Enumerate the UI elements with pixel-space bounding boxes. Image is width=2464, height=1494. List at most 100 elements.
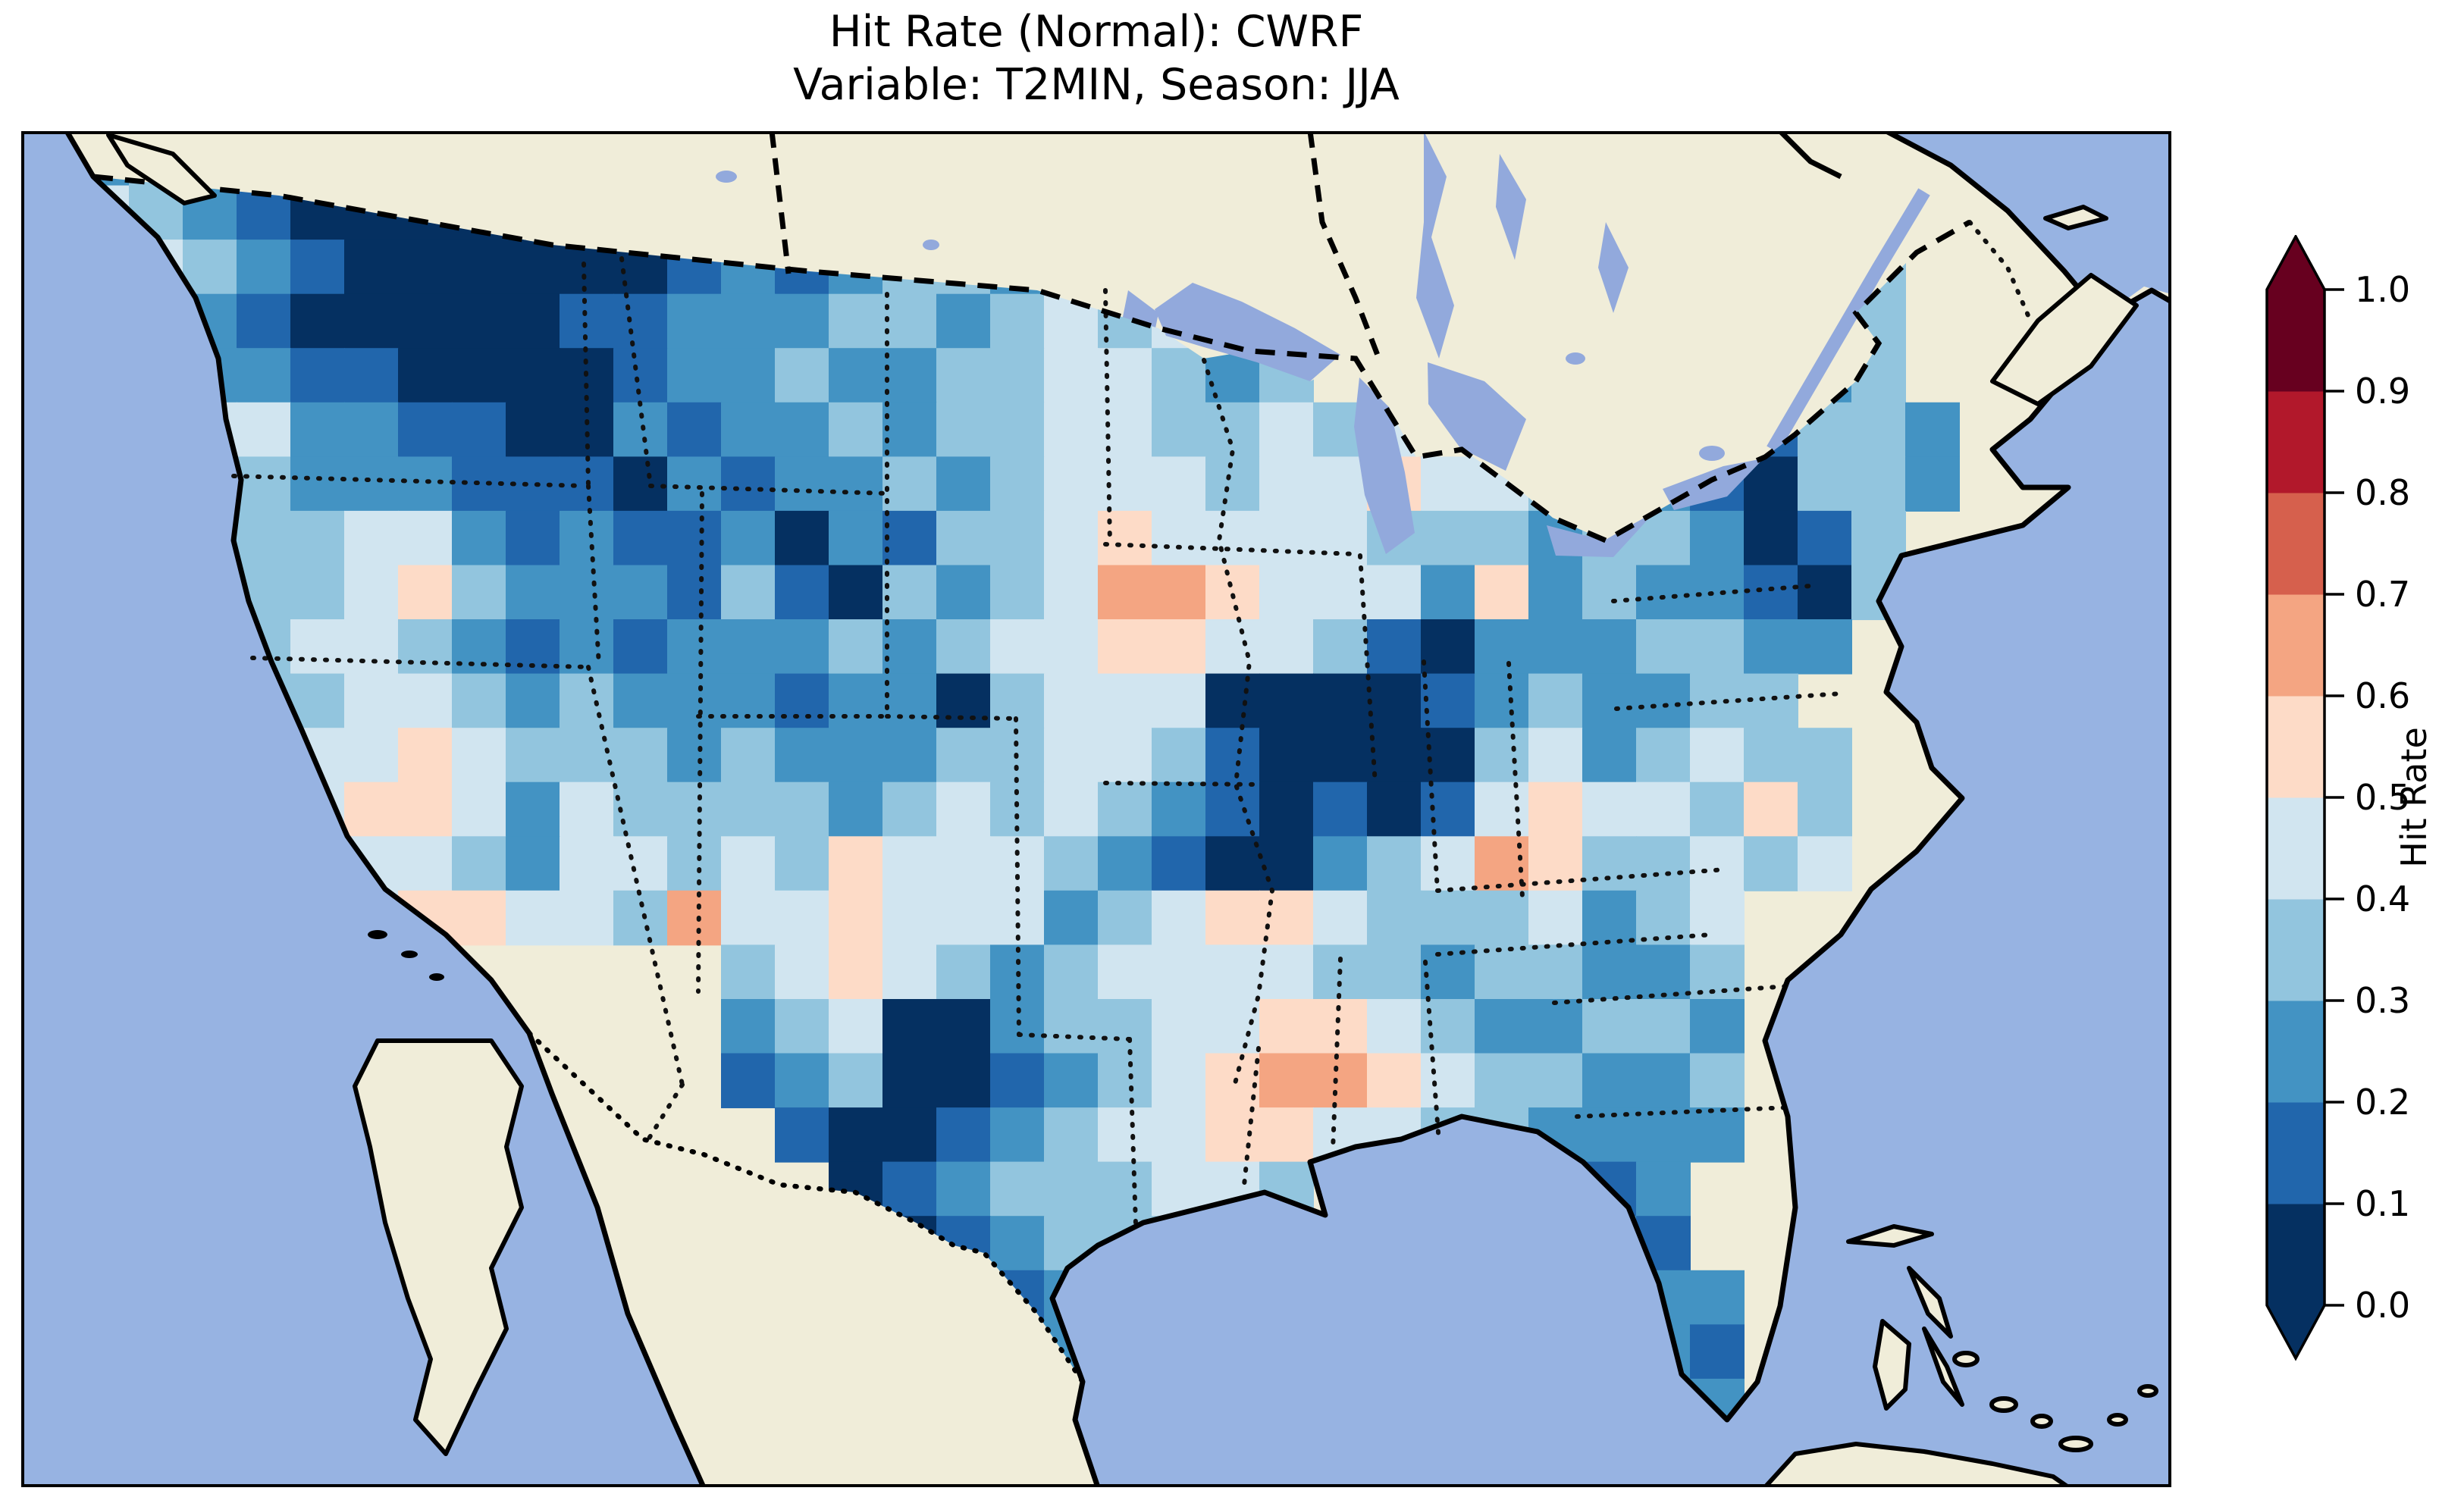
hit-rate-cell (775, 673, 829, 729)
hit-rate-cell (1582, 836, 1637, 891)
hit-rate-cell (882, 510, 937, 566)
hit-rate-cell (1421, 890, 1475, 946)
hit-rate-cell (506, 348, 560, 403)
hit-rate-cell (1636, 836, 1691, 891)
conus-hit-rate-map (21, 131, 2171, 1487)
hit-rate-cell (1205, 565, 1260, 621)
hit-rate-cell (344, 510, 399, 566)
hit-rate-cell (882, 944, 937, 1000)
islands (106, 133, 2158, 1487)
hit-rate-cell (1098, 728, 1152, 783)
hit-rate-cell (829, 836, 883, 891)
hit-rate-cell (1636, 728, 1691, 783)
colorbar-tick-label: 0.4 (2355, 879, 2410, 919)
hit-rate-cell (936, 293, 991, 349)
hit-rate-cell (1475, 510, 1529, 566)
canada-provincial-border-1 (769, 131, 792, 274)
hit-rate-cell (829, 510, 883, 566)
hit-rate-cell (721, 565, 776, 621)
hit-rate-cell (613, 510, 668, 566)
colorbar-svg: 0.0 0.1 0.2 0.3 0.4 0.5 0.6 0.7 0.8 0.9 1.0 Hit Ra… (2265, 235, 2434, 1361)
hit-rate-cell (990, 619, 1045, 675)
lake-huron (1428, 362, 1526, 471)
hit-rate-cell (1098, 999, 1152, 1054)
hit-rate-cell (452, 565, 506, 621)
hit-rate-cell (1367, 781, 1422, 838)
hit-rate-cell (1475, 565, 1529, 621)
hit-rate-cell (1259, 673, 1314, 729)
hit-rate-cell (1367, 890, 1422, 946)
hit-rate-cell (882, 456, 937, 512)
hit-rate-cell (1798, 565, 1852, 621)
hit-rate-cell (237, 402, 291, 458)
hit-rate-cell (829, 565, 883, 621)
grand-bahama (1846, 1224, 1934, 1248)
hit-rate-cell (1636, 1107, 1691, 1163)
hit-rate-cell (1367, 999, 1422, 1054)
baja-california (353, 1038, 524, 1456)
hit-rate-cell (344, 402, 399, 458)
nova-scotia (1990, 273, 2139, 406)
hit-rate-cell (398, 402, 453, 458)
hit-rate-cell (882, 673, 937, 729)
hit-rate-cell (1851, 510, 1906, 566)
hit-rate-cell (721, 944, 776, 1000)
hit-rate-cell (344, 781, 399, 838)
chart-title: Hit Rate (Normal): CWRF Variable: T2MIN,… (21, 6, 2171, 111)
hit-rate-cell (667, 402, 722, 458)
colorbar-bin (2267, 290, 2324, 392)
hit-rate-cell (1798, 728, 1852, 783)
colorbar-tick-label: 0.3 (2355, 980, 2410, 1021)
hit-rate-cell (1152, 456, 1206, 512)
hit-rate-cell (667, 781, 722, 838)
hit-rate-cell (1098, 1161, 1152, 1217)
hit-rate-cell (1259, 890, 1314, 946)
hit-rate-cell (1152, 565, 1206, 621)
hit-rate-cell (1098, 836, 1152, 891)
hit-rate-cell (1044, 1107, 1099, 1163)
hit-rate-cell (613, 293, 668, 349)
hit-rate-cell (1098, 619, 1152, 675)
hit-rate-cell (398, 836, 453, 891)
hit-rate-cell (1528, 565, 1583, 621)
hit-rate-cell (1528, 619, 1583, 675)
hit-rate-cell (506, 728, 560, 783)
hit-rate-cell (1205, 781, 1260, 838)
hit-rate-cell (1367, 836, 1422, 891)
hit-rate-cell (721, 510, 776, 566)
hit-rate-cell (1205, 1107, 1260, 1163)
hit-rate-cell (1044, 836, 1099, 891)
hit-rate-cell (290, 619, 345, 675)
hit-rate-cell (882, 836, 937, 891)
hit-rate-cell (1205, 619, 1260, 675)
hit-rate-cell (1098, 781, 1152, 838)
hit-rate-cell (506, 565, 560, 621)
hit-rate-cell (1690, 890, 1745, 946)
hit-rate-cell (936, 999, 991, 1054)
hit-rate-cell (452, 728, 506, 783)
hit-rate-cell (721, 293, 776, 349)
hit-rate-cell (344, 348, 399, 403)
hit-rate-cell (560, 510, 614, 566)
hit-rate-cell (721, 456, 776, 512)
hit-rate-cell (1259, 1053, 1314, 1109)
hit-rate-cell (721, 619, 776, 675)
hit-rate-cell (1528, 781, 1583, 838)
hit-rate-cell (1636, 1161, 1691, 1217)
hit-rate-cell (1528, 944, 1583, 1000)
hit-rate-cell (560, 781, 614, 838)
hit-rate-cell (1905, 456, 1960, 512)
hit-rate-cell (882, 293, 937, 349)
hit-rate-cell (452, 619, 506, 675)
hit-rate-cell (1313, 781, 1368, 838)
hit-rate-cell (936, 1107, 991, 1163)
hit-rate-cell (882, 1107, 937, 1163)
hit-rate-cell (990, 293, 1045, 349)
hit-rate-cell (1205, 836, 1260, 891)
hit-rate-cell (1744, 510, 1798, 566)
hit-rate-cell (936, 510, 991, 566)
hit-rate-cell (1313, 728, 1368, 783)
hit-rate-cell (829, 1053, 883, 1109)
hit-rate-cell (882, 1053, 937, 1109)
hit-rate-cell (452, 890, 506, 946)
